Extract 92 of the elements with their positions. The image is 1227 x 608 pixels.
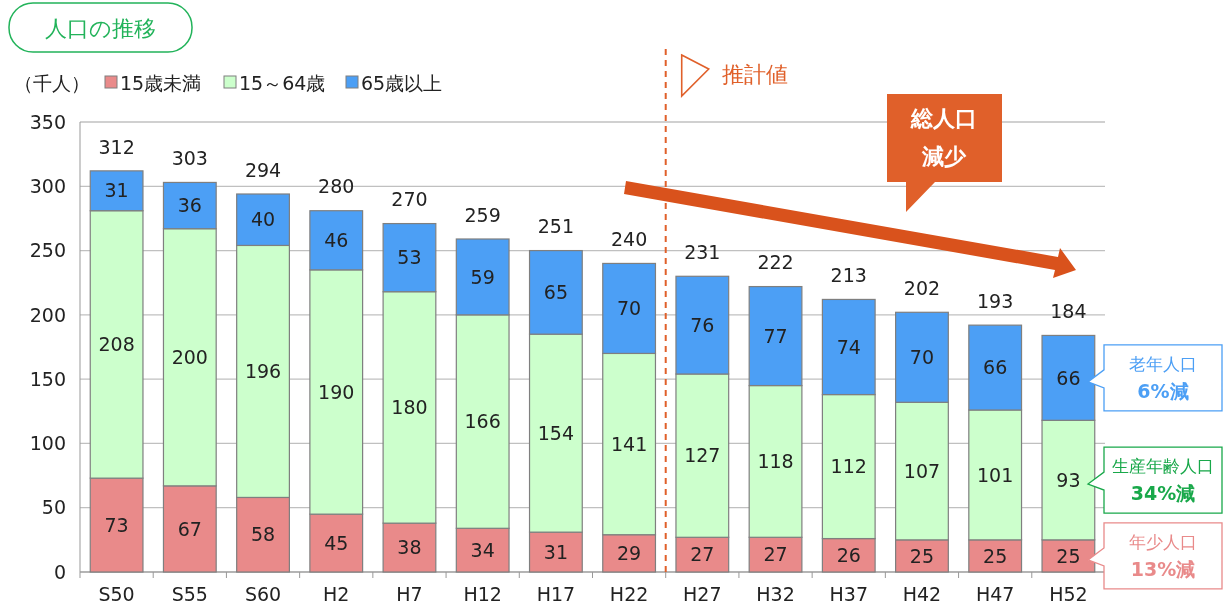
data-label: 190 (318, 380, 355, 403)
data-label: 73 (104, 513, 129, 536)
data-label: 196 (244, 360, 282, 383)
legend-label: 15～64歳 (239, 71, 326, 94)
y-tick-label: 150 (29, 367, 66, 390)
data-label: 66 (1056, 366, 1081, 389)
text: 13%減 (1130, 557, 1196, 580)
data-label: 208 (98, 333, 135, 356)
x-tick-label: S60 (244, 582, 282, 605)
x-tick-label: H12 (463, 582, 502, 605)
legend-label: 15歳未満 (120, 71, 202, 94)
data-label: 31 (543, 540, 568, 563)
data-label: 141 (610, 432, 648, 455)
total-label: 303 (171, 147, 208, 170)
total-label: 193 (977, 289, 1014, 312)
text: 老年人口 (1129, 353, 1197, 374)
data-label: 74 (836, 335, 861, 358)
data-label: 38 (397, 536, 422, 559)
data-label: 29 (617, 542, 642, 565)
data-label: 166 (464, 410, 501, 433)
data-label: 27 (763, 543, 788, 566)
total-label: 231 (684, 240, 721, 263)
data-label: 67 (177, 517, 202, 540)
legend-label: 65歳以上 (361, 71, 443, 94)
data-label: 65 (543, 281, 568, 304)
data-label: 34 (470, 538, 495, 561)
data-label: 53 (397, 246, 422, 269)
text: 6%減 (1137, 379, 1189, 402)
y-axis-title: （千人） (14, 71, 90, 94)
y-tick-label: 50 (41, 496, 66, 519)
total-label: 294 (244, 158, 282, 181)
data-label: 46 (324, 228, 349, 251)
y-tick-label: 300 (29, 174, 66, 197)
data-label: 118 (757, 450, 794, 473)
annotation: 減少 (921, 143, 967, 169)
data-label: 25 (983, 544, 1008, 567)
data-label: 25 (1056, 544, 1081, 567)
y-tick-label: 0 (53, 560, 66, 583)
data-label: 59 (470, 265, 495, 288)
data-label: 27 (690, 543, 715, 566)
data-label: 31 (104, 179, 129, 202)
data-label: 200 (171, 345, 208, 368)
x-tick-label: H42 (902, 582, 942, 605)
data-label: 77 (763, 324, 788, 347)
data-label: 40 (250, 208, 276, 231)
total-label: 312 (98, 135, 135, 158)
data-label: 70 (617, 297, 642, 320)
data-label: 58 (250, 523, 276, 546)
text: 生産年齢人口 (1112, 456, 1214, 477)
x-tick-label: H47 (975, 582, 1015, 605)
data-label: 127 (684, 444, 721, 467)
x-tick-label: H17 (536, 582, 576, 605)
data-label: 154 (537, 421, 575, 444)
x-tick-label: S50 (98, 582, 135, 605)
data-label: 45 (324, 531, 349, 554)
data-label: 26 (836, 543, 861, 566)
data-label: 76 (690, 313, 715, 336)
x-tick-label: H2 (323, 582, 350, 605)
x-tick-label: H52 (1049, 582, 1088, 605)
total-label: 213 (830, 264, 867, 287)
total-label: 240 (610, 228, 648, 251)
x-tick-label: H32 (756, 582, 795, 605)
total-label: 202 (903, 276, 941, 299)
data-label: 66 (983, 356, 1008, 379)
data-label: 180 (391, 396, 428, 419)
x-tick-label: H27 (683, 582, 722, 605)
y-tick-label: 100 (29, 432, 66, 455)
data-label: 70 (909, 345, 935, 368)
y-tick-label: 350 (29, 110, 66, 133)
text: 年少人口 (1129, 531, 1197, 552)
annotation: 総人口 (910, 105, 977, 131)
data-label: 112 (830, 455, 867, 478)
data-label: 25 (909, 544, 935, 567)
y-tick-label: 250 (29, 239, 66, 262)
total-label: 251 (537, 215, 575, 238)
total-label: 280 (318, 175, 355, 198)
x-tick-label: H22 (609, 582, 649, 605)
ref-line-label: 推計値 (721, 61, 788, 87)
data-label: 93 (1056, 468, 1081, 491)
chart-title: 人口の推移 (44, 15, 156, 41)
y-tick-label: 200 (29, 303, 66, 326)
data-label: 107 (903, 459, 941, 482)
total-label: 222 (757, 251, 794, 274)
total-label: 270 (391, 188, 428, 211)
x-tick-label: S55 (171, 582, 208, 605)
total-label: 259 (464, 203, 501, 226)
data-label: 36 (177, 194, 202, 217)
total-label: 184 (1050, 300, 1087, 323)
x-tick-label: H7 (396, 582, 423, 605)
text: 34%減 (1130, 481, 1196, 504)
x-tick-label: H37 (829, 582, 868, 605)
data-label: 101 (977, 463, 1014, 486)
